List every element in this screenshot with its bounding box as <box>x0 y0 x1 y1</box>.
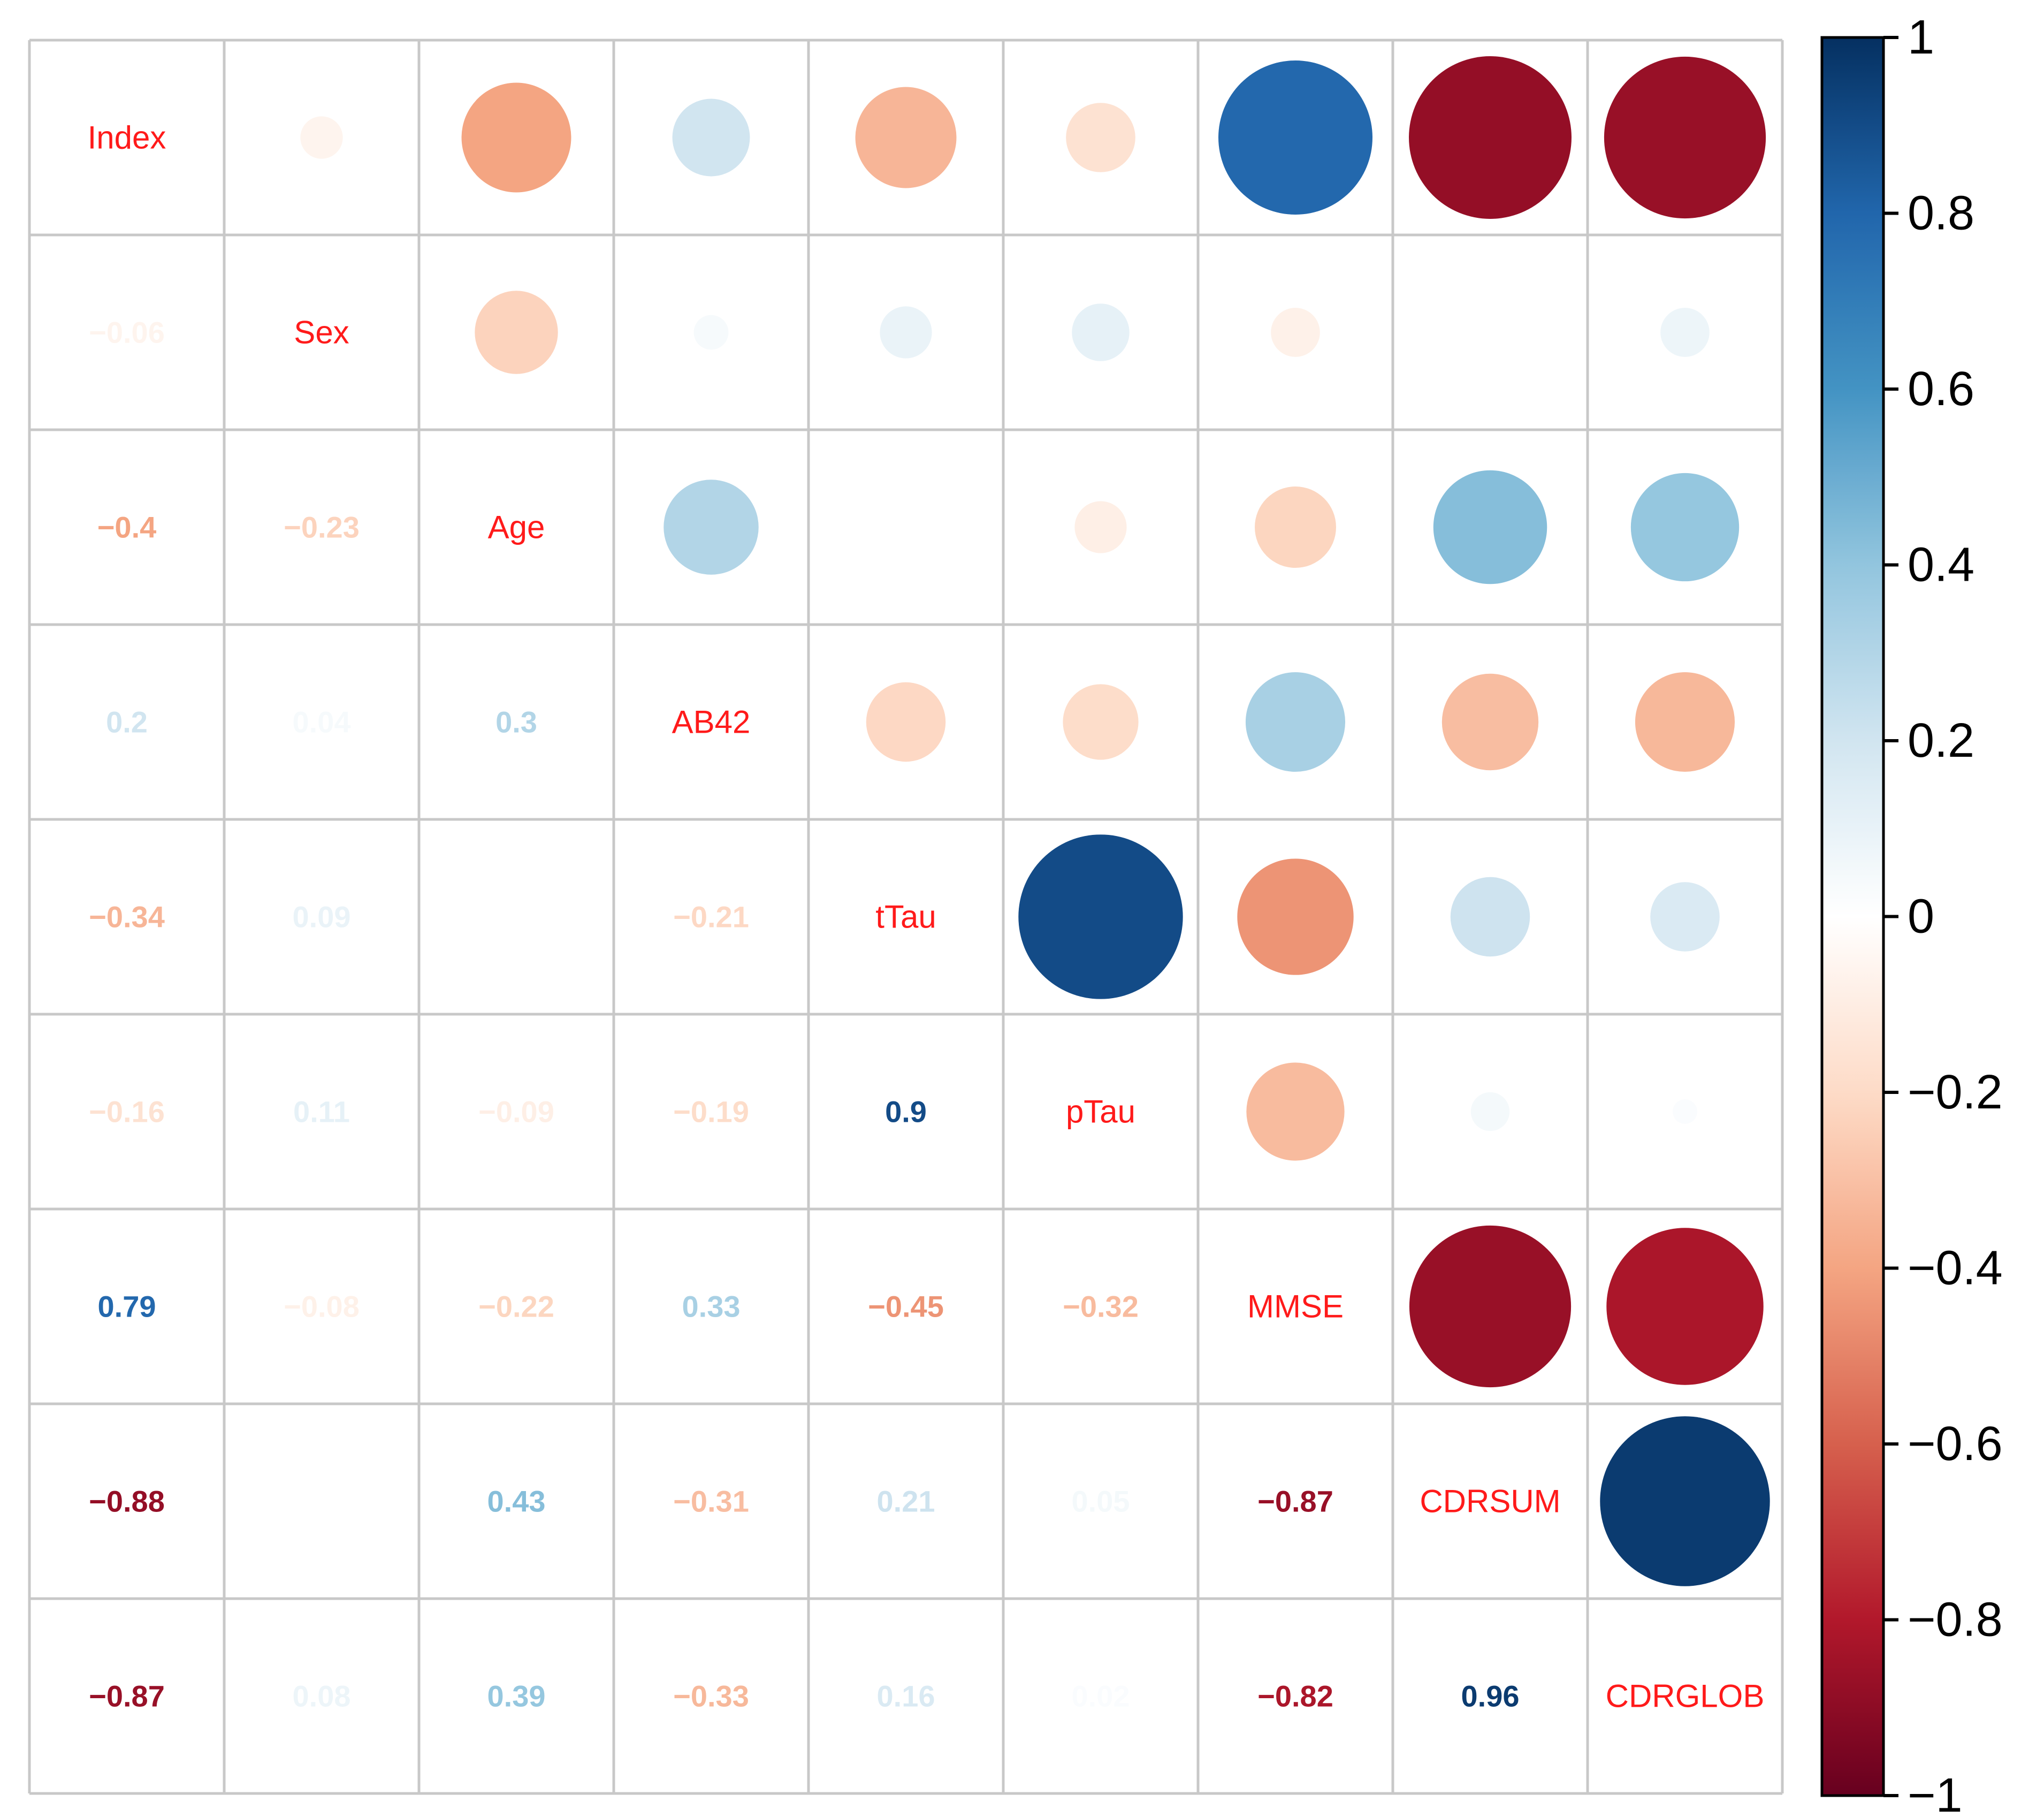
corr-value-mmse-ttau: −0.45 <box>868 1290 944 1324</box>
corr-value-ptau-age: −0.09 <box>478 1095 554 1129</box>
corr-value-cdrsum-age: 0.43 <box>487 1485 546 1518</box>
corr-value-cdrglob-age: 0.39 <box>487 1679 546 1713</box>
corr-value-mmse-ptau: −0.32 <box>1063 1290 1139 1324</box>
corr-value-cdrglob-ab42: −0.33 <box>673 1679 749 1713</box>
corr-circle-ptau-cdrsum <box>1470 1092 1510 1131</box>
corr-circle-ptau-cdrglob <box>1673 1099 1697 1124</box>
colorbar-tick-label: 0.8 <box>1908 187 1974 240</box>
corr-circle-sex-ptau <box>1072 303 1130 361</box>
corr-circle-ttau-ptau <box>1018 834 1183 999</box>
corr-value-mmse-sex: −0.08 <box>284 1290 360 1324</box>
variable-label-cdrsum: CDRSUM <box>1420 1484 1560 1519</box>
corr-value-mmse-age: −0.22 <box>478 1290 554 1324</box>
corr-value-ab42-sex: 0.04 <box>293 705 351 739</box>
colorbar-tick-label: 1 <box>1908 11 1934 64</box>
corr-circle-mmse-cdrsum <box>1409 1225 1572 1388</box>
corr-circle-sex-ttau <box>880 306 932 359</box>
corr-circle-index-cdrsum <box>1409 56 1572 219</box>
corr-circle-sex-age <box>475 291 558 374</box>
corr-circle-age-cdrglob <box>1630 473 1740 582</box>
corr-circle-sex-cdrglob <box>1660 308 1710 357</box>
corr-circle-ab42-cdrsum <box>1442 673 1539 771</box>
corr-value-ab42-index: 0.2 <box>106 705 148 739</box>
colorbar-tick-label: −0.8 <box>1908 1593 2003 1647</box>
variable-label-ptau: pTau <box>1066 1094 1135 1130</box>
corr-value-mmse-ab42: 0.33 <box>682 1290 741 1324</box>
colorbar-tick-label: −0.6 <box>1908 1417 2003 1471</box>
corr-circle-sex-mmse <box>1271 308 1320 357</box>
corr-circle-age-ab42 <box>663 480 759 575</box>
corr-circle-ptau-mmse <box>1246 1062 1345 1161</box>
colorbar-tick-label: 0 <box>1908 890 1934 944</box>
colorbar-gradient <box>1820 36 1885 1797</box>
corr-circle-sex-ab42 <box>693 315 729 350</box>
corr-circle-mmse-cdrglob <box>1606 1228 1764 1385</box>
corr-circle-ttau-cdrglob <box>1650 882 1720 952</box>
corr-circle-index-mmse <box>1218 60 1372 215</box>
corr-value-ttau-sex: 0.09 <box>293 900 351 934</box>
corr-value-ttau-ab42: −0.21 <box>673 900 749 934</box>
variable-label-index: Index <box>88 120 166 156</box>
corr-value-ttau-age: 0 <box>508 900 524 934</box>
colorbar-tick-label: 0.6 <box>1908 362 1974 416</box>
variable-label-mmse: MMSE <box>1247 1289 1344 1325</box>
corr-value-cdrsum-index: −0.88 <box>89 1485 165 1518</box>
corr-value-cdrglob-sex: 0.08 <box>293 1679 351 1713</box>
grid <box>28 39 1784 1795</box>
variable-label-age: Age <box>488 510 545 545</box>
corr-circle-ab42-mmse <box>1245 672 1346 772</box>
corr-circle-index-cdrglob <box>1604 56 1766 219</box>
variable-label-ttau: tTau <box>875 899 936 935</box>
corr-value-ptau-ttau: 0.9 <box>885 1095 927 1129</box>
colorbar-tick-label: 0.4 <box>1908 538 1974 592</box>
corr-circle-age-cdrsum <box>1433 470 1547 584</box>
colorbar-tick-label: −1 <box>1908 1769 1963 1817</box>
corr-circle-ttau-mmse <box>1237 858 1354 975</box>
corr-circle-age-mmse <box>1255 486 1336 568</box>
corr-value-age-sex: −0.23 <box>284 511 360 544</box>
corr-value-mmse-index: 0.79 <box>98 1290 156 1324</box>
corr-circle-ab42-ptau <box>1063 684 1139 760</box>
matrix-cells: Index −0.06 Sex −0.4 −0.23 Age 0.2 0.04 0.3 AB42 −… <box>88 56 1770 1714</box>
corr-value-ab42-age: 0.3 <box>495 705 537 739</box>
corr-circle-index-ab42 <box>672 98 750 177</box>
corr-circle-age-ptau <box>1074 501 1127 553</box>
corr-circle-index-age <box>461 82 571 193</box>
corr-circle-index-sex <box>300 116 343 159</box>
corr-value-cdrglob-mmse: −0.82 <box>1257 1679 1333 1713</box>
corr-value-ptau-index: −0.16 <box>89 1095 165 1129</box>
variable-label-cdrglob: CDRGLOB <box>1606 1678 1765 1714</box>
corr-value-ptau-ab42: −0.19 <box>673 1095 749 1129</box>
variable-label-ab42: AB42 <box>672 704 751 740</box>
corr-value-cdrsum-sex: 0 <box>313 1485 330 1518</box>
corr-value-ptau-sex: 0.11 <box>293 1095 350 1129</box>
corr-value-age-index: −0.4 <box>97 511 157 544</box>
corr-value-cdrglob-index: −0.87 <box>89 1679 165 1713</box>
corr-circle-ab42-cdrglob <box>1635 672 1735 772</box>
corr-circle-index-ptau <box>1066 103 1135 172</box>
corr-circle-index-ttau <box>855 87 957 188</box>
corr-value-cdrglob-cdrsum: 0.96 <box>1461 1679 1520 1713</box>
colorbar-tick-label: −0.2 <box>1908 1066 2003 1119</box>
corr-circle-cdrsum-cdrglob <box>1600 1416 1770 1586</box>
corr-value-sex-index: −0.06 <box>89 316 165 349</box>
corr-value-ttau-index: −0.34 <box>89 900 165 934</box>
corr-value-cdrsum-ptau: 0.05 <box>1072 1485 1130 1518</box>
corr-value-cdrsum-ttau: 0.21 <box>877 1485 935 1518</box>
corr-circle-ab42-ttau <box>866 682 946 762</box>
colorbar: 1 0.8 0.6 0.4 0.2 0 −0.2 −0.4 −0.6 −0.8 −1 <box>1820 11 2003 1817</box>
corr-value-cdrglob-ptau: 0.02 <box>1072 1679 1130 1713</box>
corr-value-cdrsum-mmse: −0.87 <box>1257 1485 1333 1518</box>
corr-value-cdrsum-ab42: −0.31 <box>673 1485 749 1518</box>
corr-circle-ttau-cdrsum <box>1450 877 1530 957</box>
corr-value-cdrglob-ttau: 0.16 <box>877 1679 935 1713</box>
variable-label-sex: Sex <box>294 315 349 351</box>
colorbar-tick-label: −0.4 <box>1908 1242 2003 1295</box>
colorbar-tick-label: 0.2 <box>1908 714 1974 767</box>
